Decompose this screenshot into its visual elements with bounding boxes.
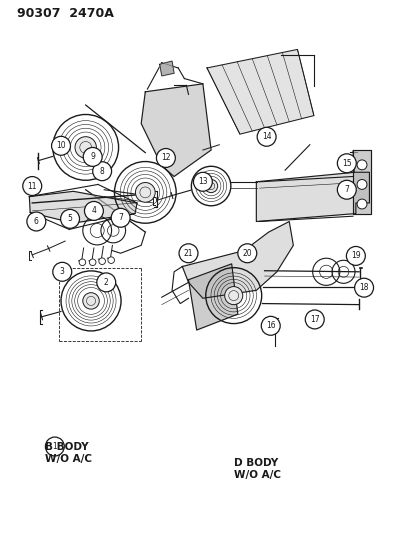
Text: 90307  2470A: 90307 2470A xyxy=(17,7,114,20)
Circle shape xyxy=(83,148,102,166)
Text: 4: 4 xyxy=(91,206,96,215)
Text: 19: 19 xyxy=(350,252,360,261)
Text: 13: 13 xyxy=(197,177,207,187)
Text: 8: 8 xyxy=(100,167,104,176)
Circle shape xyxy=(23,176,42,196)
Circle shape xyxy=(178,244,197,263)
Polygon shape xyxy=(29,191,137,223)
Text: 3: 3 xyxy=(59,267,64,276)
Text: 2: 2 xyxy=(104,278,108,287)
Circle shape xyxy=(237,244,256,263)
Circle shape xyxy=(75,136,96,158)
Circle shape xyxy=(99,258,105,264)
Circle shape xyxy=(79,259,85,265)
Text: 11: 11 xyxy=(27,182,37,190)
Text: 9: 9 xyxy=(90,152,95,161)
Circle shape xyxy=(354,278,373,297)
Circle shape xyxy=(83,293,99,309)
Text: 18: 18 xyxy=(358,283,368,292)
Text: 20: 20 xyxy=(242,249,252,258)
Circle shape xyxy=(52,136,70,155)
Text: 7: 7 xyxy=(344,185,349,194)
Text: 10: 10 xyxy=(56,141,66,150)
Circle shape xyxy=(204,180,217,192)
Text: 6: 6 xyxy=(34,217,39,226)
Text: 1: 1 xyxy=(52,442,57,451)
Text: 12: 12 xyxy=(161,154,170,163)
Circle shape xyxy=(45,437,64,456)
Circle shape xyxy=(111,208,130,227)
Circle shape xyxy=(27,212,46,231)
Polygon shape xyxy=(182,222,293,298)
Circle shape xyxy=(84,201,103,220)
Text: 17: 17 xyxy=(309,315,319,324)
Circle shape xyxy=(156,149,175,167)
Text: 5: 5 xyxy=(67,214,72,223)
Circle shape xyxy=(356,160,366,170)
Text: B BODY
W/O A/C: B BODY W/O A/C xyxy=(45,442,91,464)
Text: 7: 7 xyxy=(118,213,123,222)
Circle shape xyxy=(53,262,71,281)
Polygon shape xyxy=(256,172,368,222)
Circle shape xyxy=(337,180,356,199)
Polygon shape xyxy=(206,50,313,134)
Circle shape xyxy=(135,182,155,202)
Polygon shape xyxy=(141,84,211,176)
Circle shape xyxy=(304,310,323,329)
Circle shape xyxy=(93,161,112,181)
Circle shape xyxy=(356,199,366,209)
Circle shape xyxy=(224,287,242,305)
Text: 14: 14 xyxy=(261,132,271,141)
Text: D BODY
W/O A/C: D BODY W/O A/C xyxy=(233,458,280,480)
Circle shape xyxy=(89,259,96,265)
Circle shape xyxy=(108,257,114,263)
Polygon shape xyxy=(159,61,174,76)
Circle shape xyxy=(97,273,115,292)
Circle shape xyxy=(256,127,275,146)
Text: 16: 16 xyxy=(265,321,275,330)
Polygon shape xyxy=(188,264,237,330)
Circle shape xyxy=(356,180,366,189)
Text: 15: 15 xyxy=(341,159,351,168)
Text: 21: 21 xyxy=(183,249,193,258)
Circle shape xyxy=(261,317,280,335)
Polygon shape xyxy=(352,150,370,214)
Circle shape xyxy=(346,246,364,265)
Circle shape xyxy=(337,154,356,173)
Circle shape xyxy=(60,209,79,228)
Circle shape xyxy=(193,172,212,191)
